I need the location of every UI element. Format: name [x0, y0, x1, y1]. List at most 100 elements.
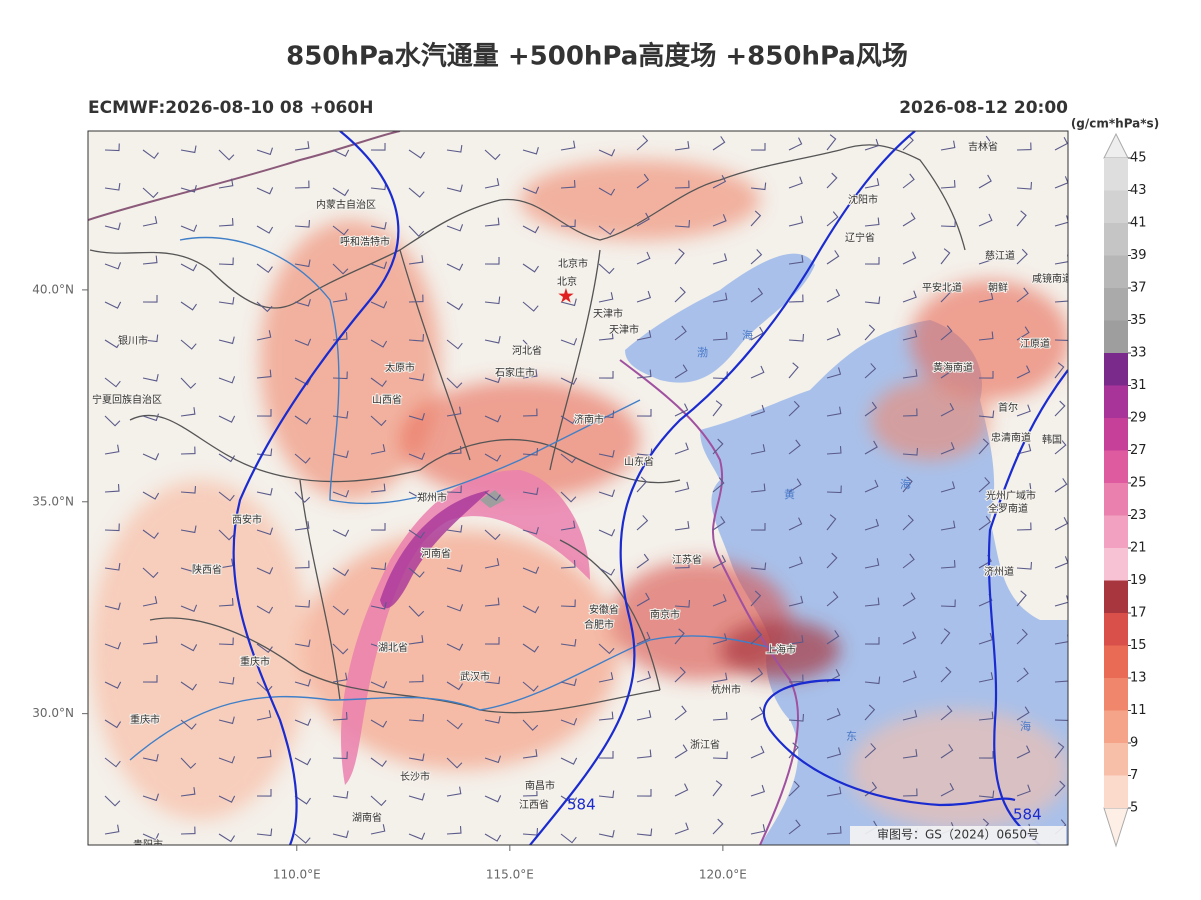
wind-barb: [180, 826, 196, 835]
wind-barb: [940, 783, 955, 797]
wind-barb: [598, 672, 614, 683]
wind-barb: [484, 178, 500, 189]
wind-barb: [902, 631, 917, 645]
wind-barb: [826, 552, 838, 569]
wind-barb: [750, 590, 762, 607]
wind-barb: [712, 136, 726, 151]
wind-barb: [826, 134, 837, 151]
wind-barb: [788, 595, 804, 607]
wind-barb: [332, 292, 348, 303]
wind-barb: [864, 743, 877, 759]
wind-barb: [598, 292, 614, 303]
colorbar-tick-label: 37: [1130, 281, 1147, 296]
place-label: 江西省: [519, 798, 549, 811]
wind-barb: [294, 600, 311, 608]
wind-barb: [826, 591, 839, 607]
colorbar-segment: [1104, 710, 1128, 743]
wind-barb: [560, 219, 576, 228]
wind-barb: [522, 301, 539, 312]
wind-barb: [902, 212, 916, 227]
wind-barb: [788, 556, 803, 569]
wind-barb: [446, 604, 464, 612]
wind-barb: [522, 369, 538, 379]
wind-barb: [636, 631, 651, 645]
wind-barb: [978, 751, 994, 759]
wind-barb: [332, 605, 349, 616]
wind-barb: [1016, 365, 1031, 379]
wind-barb: [864, 597, 880, 607]
wind-barb: [864, 479, 879, 493]
wind-barb: [940, 744, 954, 759]
place-label: 重庆市: [240, 655, 270, 668]
wind-barb: [522, 225, 540, 234]
wind-barb: [1016, 181, 1033, 190]
colorbar-segment: [1104, 385, 1128, 418]
wind-barb: [750, 404, 766, 417]
wind-barb: [332, 149, 350, 157]
place-label: 慈江道: [985, 249, 1015, 262]
wind-barb: [788, 176, 803, 189]
wind-barb: [750, 444, 766, 455]
wind-barb: [218, 336, 235, 345]
wind-barb: [636, 330, 652, 341]
colorbar-segment: [1104, 483, 1128, 516]
wind-barb: [1016, 483, 1032, 493]
wind-barb: [180, 224, 198, 233]
wind-barb: [408, 413, 425, 421]
wind-barb: [636, 409, 652, 417]
wind-barb: [446, 786, 462, 797]
wind-barb: [332, 567, 350, 577]
wind-barb: [446, 377, 463, 389]
wind-barb: [294, 639, 311, 648]
wind-barb: [636, 749, 652, 759]
wind-barb: [674, 364, 688, 379]
place-label: 济州道: [984, 565, 1014, 578]
wind-barb: [484, 491, 501, 502]
wind-barb: [294, 718, 312, 727]
colorbar-under: [1103, 807, 1129, 848]
colorbar-tick-label: 39: [1130, 248, 1147, 263]
wind-barb: [712, 712, 728, 721]
wind-barb: [712, 332, 728, 341]
wind-barb: [750, 784, 766, 797]
wind-barb: [408, 294, 424, 303]
place-label: 重庆市: [130, 713, 160, 726]
wind-barb: [180, 681, 197, 691]
wind-barb: [636, 710, 652, 721]
wind-barb: [940, 248, 951, 265]
wind-barb: [408, 753, 425, 762]
wind-barb: [142, 596, 158, 607]
wind-barb: [294, 415, 311, 425]
wind-barb: [446, 406, 462, 417]
place-label: 辽宁省: [845, 231, 875, 244]
wind-barb: [902, 476, 913, 493]
wind-barb: [218, 296, 235, 305]
wind-barb: [446, 485, 462, 494]
colorbar-segment: [1104, 743, 1128, 776]
wind-barb: [104, 757, 121, 768]
wind-barb: [180, 486, 197, 494]
wind-barb: [902, 369, 918, 379]
wind-barb: [294, 560, 310, 569]
place-label: 平安北道: [922, 281, 962, 294]
y-tick-label: 30.0°N: [32, 706, 74, 720]
wind-barb: [180, 301, 197, 311]
wind-barb: [256, 369, 272, 379]
wind-barb: [256, 301, 273, 313]
wind-barb: [712, 555, 727, 569]
place-label: 天津市: [593, 307, 623, 320]
wind-barb: [446, 263, 464, 271]
wind-barb: [408, 529, 425, 539]
wind-barb: [408, 334, 425, 342]
wind-barb: [370, 523, 386, 531]
wind-barb: [674, 219, 691, 228]
place-label: 北京市: [558, 257, 588, 270]
wind-barb: [864, 440, 878, 455]
wind-barb: [560, 678, 577, 687]
wind-barb: [332, 790, 349, 799]
wind-barb: [826, 446, 842, 455]
border: [88, 131, 401, 221]
moisture-core: [380, 490, 490, 609]
wind-barb: [256, 263, 273, 274]
